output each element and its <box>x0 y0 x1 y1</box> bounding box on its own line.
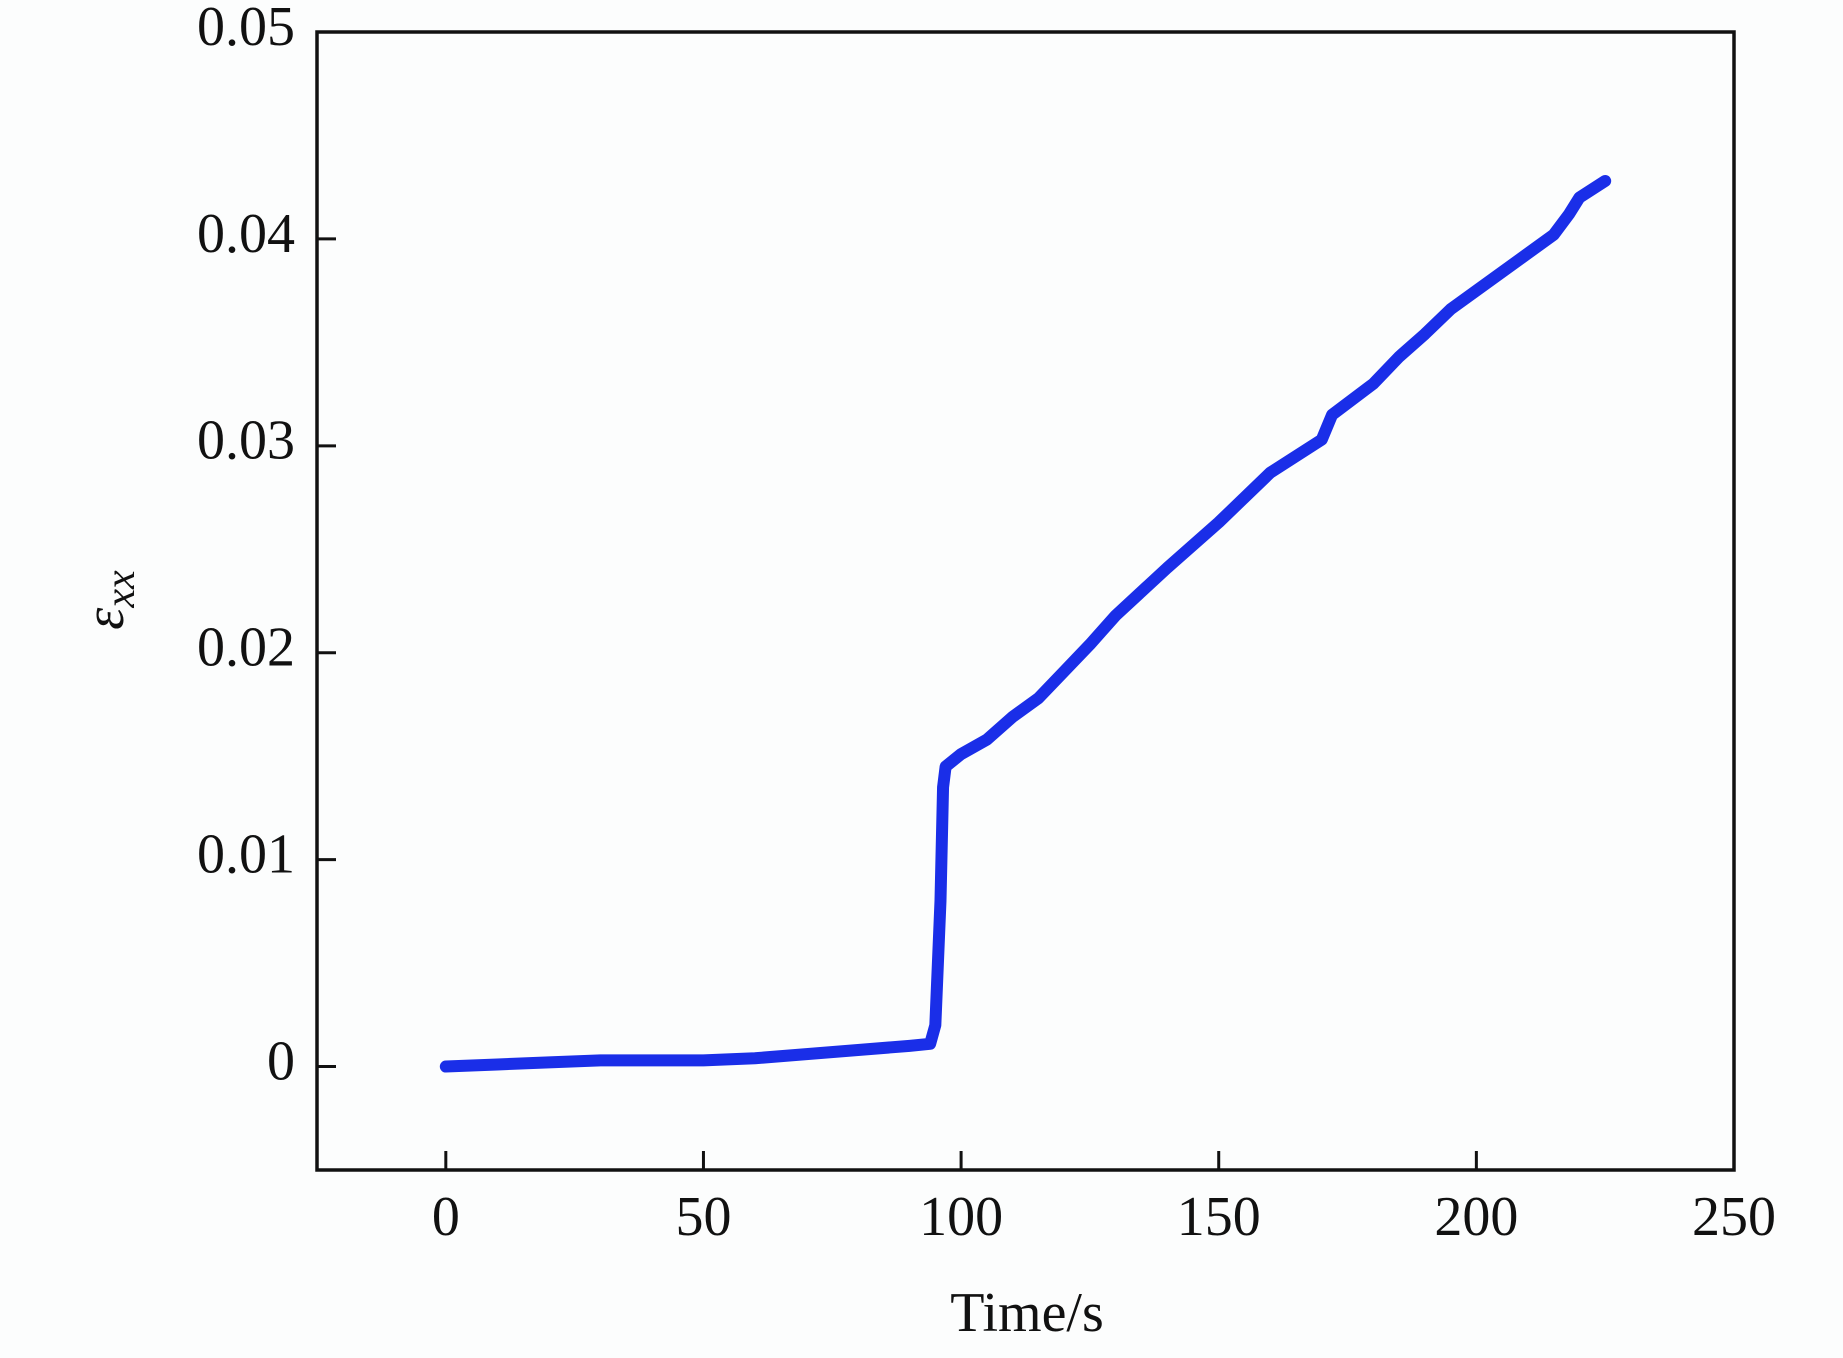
y-tick-label: 0.03 <box>197 410 295 472</box>
y-tick-label: 0.04 <box>197 203 295 265</box>
y-tick-label: 0.01 <box>197 823 295 885</box>
x-tick-label: 200 <box>1434 1186 1518 1248</box>
y-tick-label: 0 <box>267 1030 295 1092</box>
x-tick-label: 250 <box>1692 1186 1776 1248</box>
data-line <box>439 174 1612 1073</box>
x-axis-label: Time/s <box>950 1282 1104 1344</box>
x-tick-label: 50 <box>675 1186 731 1248</box>
x-tick-label: 100 <box>919 1186 1003 1248</box>
y-tick-label: 0.02 <box>197 617 295 679</box>
y-label-sub: xx <box>98 570 144 609</box>
x-tick-label: 0 <box>432 1186 460 1248</box>
plot-frame <box>315 30 1736 1172</box>
x-tick-label: 150 <box>1177 1186 1261 1248</box>
y-label-main: ε <box>74 607 136 630</box>
y-tick-label: 0.05 <box>197 0 295 58</box>
y-axis-label: εxx <box>74 570 144 630</box>
